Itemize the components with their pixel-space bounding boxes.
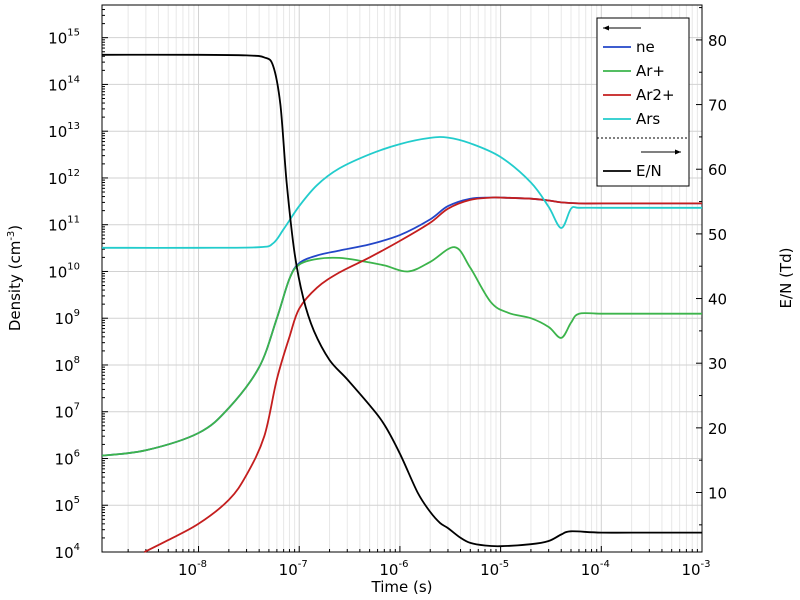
legend-label-ars: Ars [636, 110, 660, 128]
y-axis-left-label-sup: -3 [6, 231, 17, 241]
y-left-tick-exponent: 5 [74, 495, 80, 506]
y-left-tick-label: 104 [55, 542, 80, 562]
y-left-tick-base: 10 [55, 357, 74, 375]
y-left-tick-base: 10 [55, 544, 74, 562]
y-right-tick-label: 30 [708, 355, 727, 373]
y-axis-right: 10 20 30 40 50 60 70 80 [696, 7, 727, 526]
y-left-tick-exponent: 7 [74, 402, 80, 413]
y-left-tick-exponent: 6 [74, 448, 80, 459]
grid [102, 5, 703, 553]
x-tick-label: 10-4 [581, 559, 610, 579]
y-left-tick-label: 1015 [48, 28, 80, 48]
legend-label-ar: Ar+ [636, 62, 665, 80]
y-left-tick-label: 1010 [48, 261, 80, 281]
y-left-tick-label: 1012 [48, 168, 80, 188]
x-tick-label: 10-5 [480, 559, 509, 579]
x-tick-exponent: -3 [701, 559, 711, 570]
y-right-tick-label: 20 [708, 420, 727, 438]
x-tick-label: 10-6 [379, 559, 408, 579]
legend: ne Ar+ Ar2+ Ars E/N [596, 17, 690, 187]
legend-label-ar2: Ar2+ [636, 86, 675, 104]
y-left-tick-exponent: 11 [67, 215, 80, 226]
y-left-tick-label: 1011 [48, 215, 80, 235]
legend-box [596, 17, 690, 187]
x-axis-label: Time (s) [371, 578, 433, 596]
y-right-tick-label: 40 [708, 291, 727, 309]
y-right-tick-label: 70 [708, 97, 727, 115]
x-tick-label: 10-7 [279, 559, 308, 579]
series-line-ars [101, 136, 702, 249]
y-left-tick-label: 107 [55, 402, 80, 422]
x-tick-exponent: -6 [398, 559, 408, 570]
y-left-tick-base: 10 [48, 123, 67, 141]
x-tick-base: 10 [379, 561, 398, 579]
y-left-tick-exponent: 4 [74, 542, 80, 553]
left-arrow-icon [603, 25, 609, 31]
y-left-tick-exponent: 13 [67, 121, 80, 132]
x-tick-exponent: -8 [197, 559, 207, 570]
y-left-tick-label: 1014 [48, 74, 80, 94]
y-left-tick-base: 10 [48, 217, 67, 235]
y-right-tick-label: 50 [708, 226, 727, 244]
x-tick-base: 10 [480, 561, 499, 579]
y-left-tick-exponent: 14 [67, 74, 80, 85]
y-axis-left: 1041051061071081091010101110121013101410… [48, 4, 108, 562]
x-tick-exponent: -5 [499, 559, 509, 570]
y-left-tick-base: 10 [48, 170, 67, 188]
legend-label-ne: ne [636, 38, 655, 56]
y-left-tick-base: 10 [55, 310, 74, 328]
y-left-tick-base: 10 [48, 76, 67, 94]
y-right-tick-label: 10 [708, 485, 727, 503]
series-line-e-n [101, 53, 702, 548]
y-right-tick-label: 80 [708, 32, 727, 50]
y-left-tick-exponent: 15 [67, 28, 80, 39]
x-tick-base: 10 [279, 561, 298, 579]
y-left-tick-label: 1013 [48, 121, 80, 141]
y-left-tick-base: 10 [55, 450, 74, 468]
x-tick-label: 10-3 [681, 559, 710, 579]
x-axis: 10-8 10-7 10-6 10-5 10-4 10-3 [127, 546, 711, 579]
y-left-tick-base: 10 [55, 497, 74, 515]
y-axis-left-label: Density (cm-3) [6, 225, 24, 331]
y-left-tick-base: 10 [48, 263, 67, 281]
legend-label-e-n: E/N [636, 162, 662, 180]
y-left-tick-exponent: 9 [74, 308, 80, 319]
y-left-tick-label: 106 [55, 448, 80, 468]
right-arrow-icon [675, 149, 681, 155]
y-left-tick-base: 10 [48, 30, 67, 48]
series-line-ar [101, 246, 702, 457]
legend-left-entries: ne Ar+ Ar2+ Ars [603, 38, 675, 128]
y-right-tick-label: 60 [708, 161, 727, 179]
y-left-tick-exponent: 12 [67, 168, 80, 179]
x-tick-base: 10 [178, 561, 197, 579]
y-axis-left-label-main: Density (cm [6, 241, 24, 332]
y-axis-left-label-tail: ) [6, 225, 24, 231]
x-tick-label: 10-8 [178, 559, 207, 579]
series-line-ar2 [143, 196, 702, 553]
x-tick-exponent: -7 [298, 559, 308, 570]
series-lines [101, 53, 702, 553]
y-left-tick-base: 10 [55, 404, 74, 422]
y-left-tick-label: 109 [55, 308, 80, 328]
y-left-tick-exponent: 10 [67, 261, 80, 272]
legend-right-entries: E/N [603, 162, 662, 180]
x-tick-exponent: -4 [600, 559, 610, 570]
y-axis-right-label: E/N (Td) [777, 248, 795, 309]
y-left-tick-label: 108 [55, 355, 80, 375]
x-tick-base: 10 [681, 561, 700, 579]
y-left-tick-label: 105 [55, 495, 80, 515]
y-left-tick-exponent: 8 [74, 355, 80, 366]
x-tick-base: 10 [581, 561, 600, 579]
